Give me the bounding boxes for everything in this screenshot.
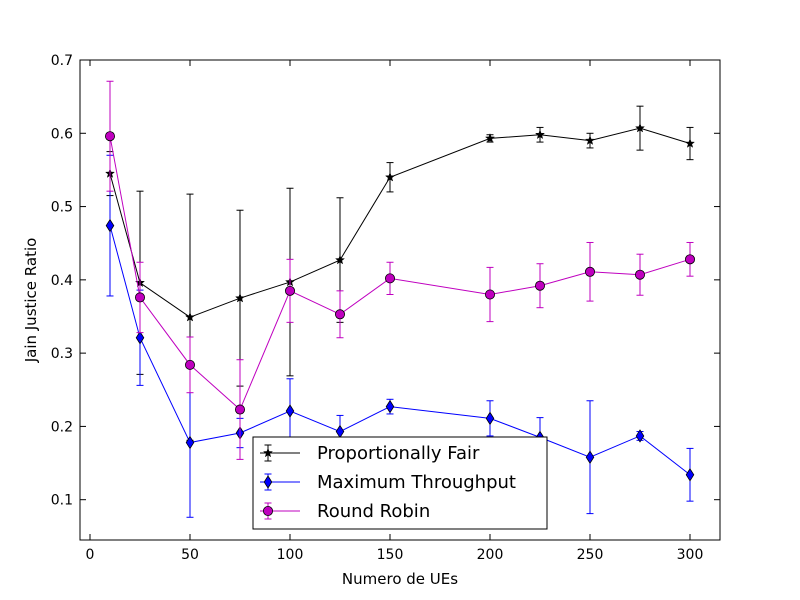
axis-ticks: 0 50 100 150 200 250 300 0.1 0.2 0.3 0.4 0.5 0.6 0.7 [51, 53, 720, 563]
data-point [105, 131, 116, 142]
y-tick-label: 0.2 [51, 419, 73, 435]
x-tick-label: 100 [277, 547, 304, 563]
data-point [105, 218, 115, 233]
x-tick-label: 300 [677, 547, 704, 563]
data-point [484, 133, 496, 143]
legend-label: Round Robin [317, 501, 430, 522]
data-point [484, 289, 495, 300]
x-tick-label: 150 [377, 547, 404, 563]
series-line [109, 127, 691, 318]
series-line [109, 136, 691, 411]
y-tick-label: 0.7 [51, 53, 73, 69]
y-tick-label: 0.5 [51, 200, 73, 216]
legend-label: Maximum Throughput [317, 472, 516, 493]
data-point [384, 273, 395, 284]
data-point [535, 280, 546, 291]
data-point [634, 122, 646, 133]
x-tick-label: 0 [86, 547, 95, 563]
data-point [384, 171, 396, 182]
data-point [334, 254, 346, 265]
data-point [285, 404, 295, 418]
axes-frame [79, 59, 721, 541]
data-point [685, 254, 696, 265]
x-tick-label: 50 [181, 547, 199, 563]
x-axis-title: Numero de UEs [342, 570, 458, 588]
data-point [284, 285, 295, 296]
data-point [134, 292, 145, 303]
legend-box [252, 436, 548, 530]
legend-marker [262, 447, 274, 458]
y-tick-label: 0.4 [51, 273, 73, 289]
data-point [385, 399, 395, 414]
y-tick-label: 0.3 [51, 346, 73, 362]
legend-label: Proportionally Fair [317, 443, 480, 464]
series-2 [105, 80, 696, 460]
data-point [485, 411, 495, 426]
plot-area [104, 80, 696, 518]
data-point [534, 129, 546, 140]
data-point [234, 404, 245, 415]
data-point [334, 309, 345, 320]
data-point [685, 468, 695, 482]
data-point [135, 330, 145, 345]
legend-marker [263, 475, 273, 489]
legend-marker [262, 505, 273, 516]
x-tick-label: 200 [477, 547, 504, 563]
y-axis-title: Jain Justice Ratio [22, 238, 40, 364]
data-point [635, 269, 646, 280]
data-point [585, 450, 595, 464]
data-point [635, 429, 645, 443]
series-line [109, 225, 691, 476]
data-point [184, 311, 196, 322]
data-point [234, 292, 246, 303]
y-tick-label: 0.1 [51, 493, 73, 509]
data-point [684, 138, 696, 148]
data-point [184, 359, 195, 370]
legend: Proportionally Fair Maximum Throughput Rou… [252, 436, 548, 530]
data-point [584, 135, 596, 145]
data-point [185, 435, 195, 450]
y-tick-label: 0.6 [51, 126, 73, 142]
data-point [585, 266, 596, 277]
x-tick-label: 250 [577, 547, 604, 563]
